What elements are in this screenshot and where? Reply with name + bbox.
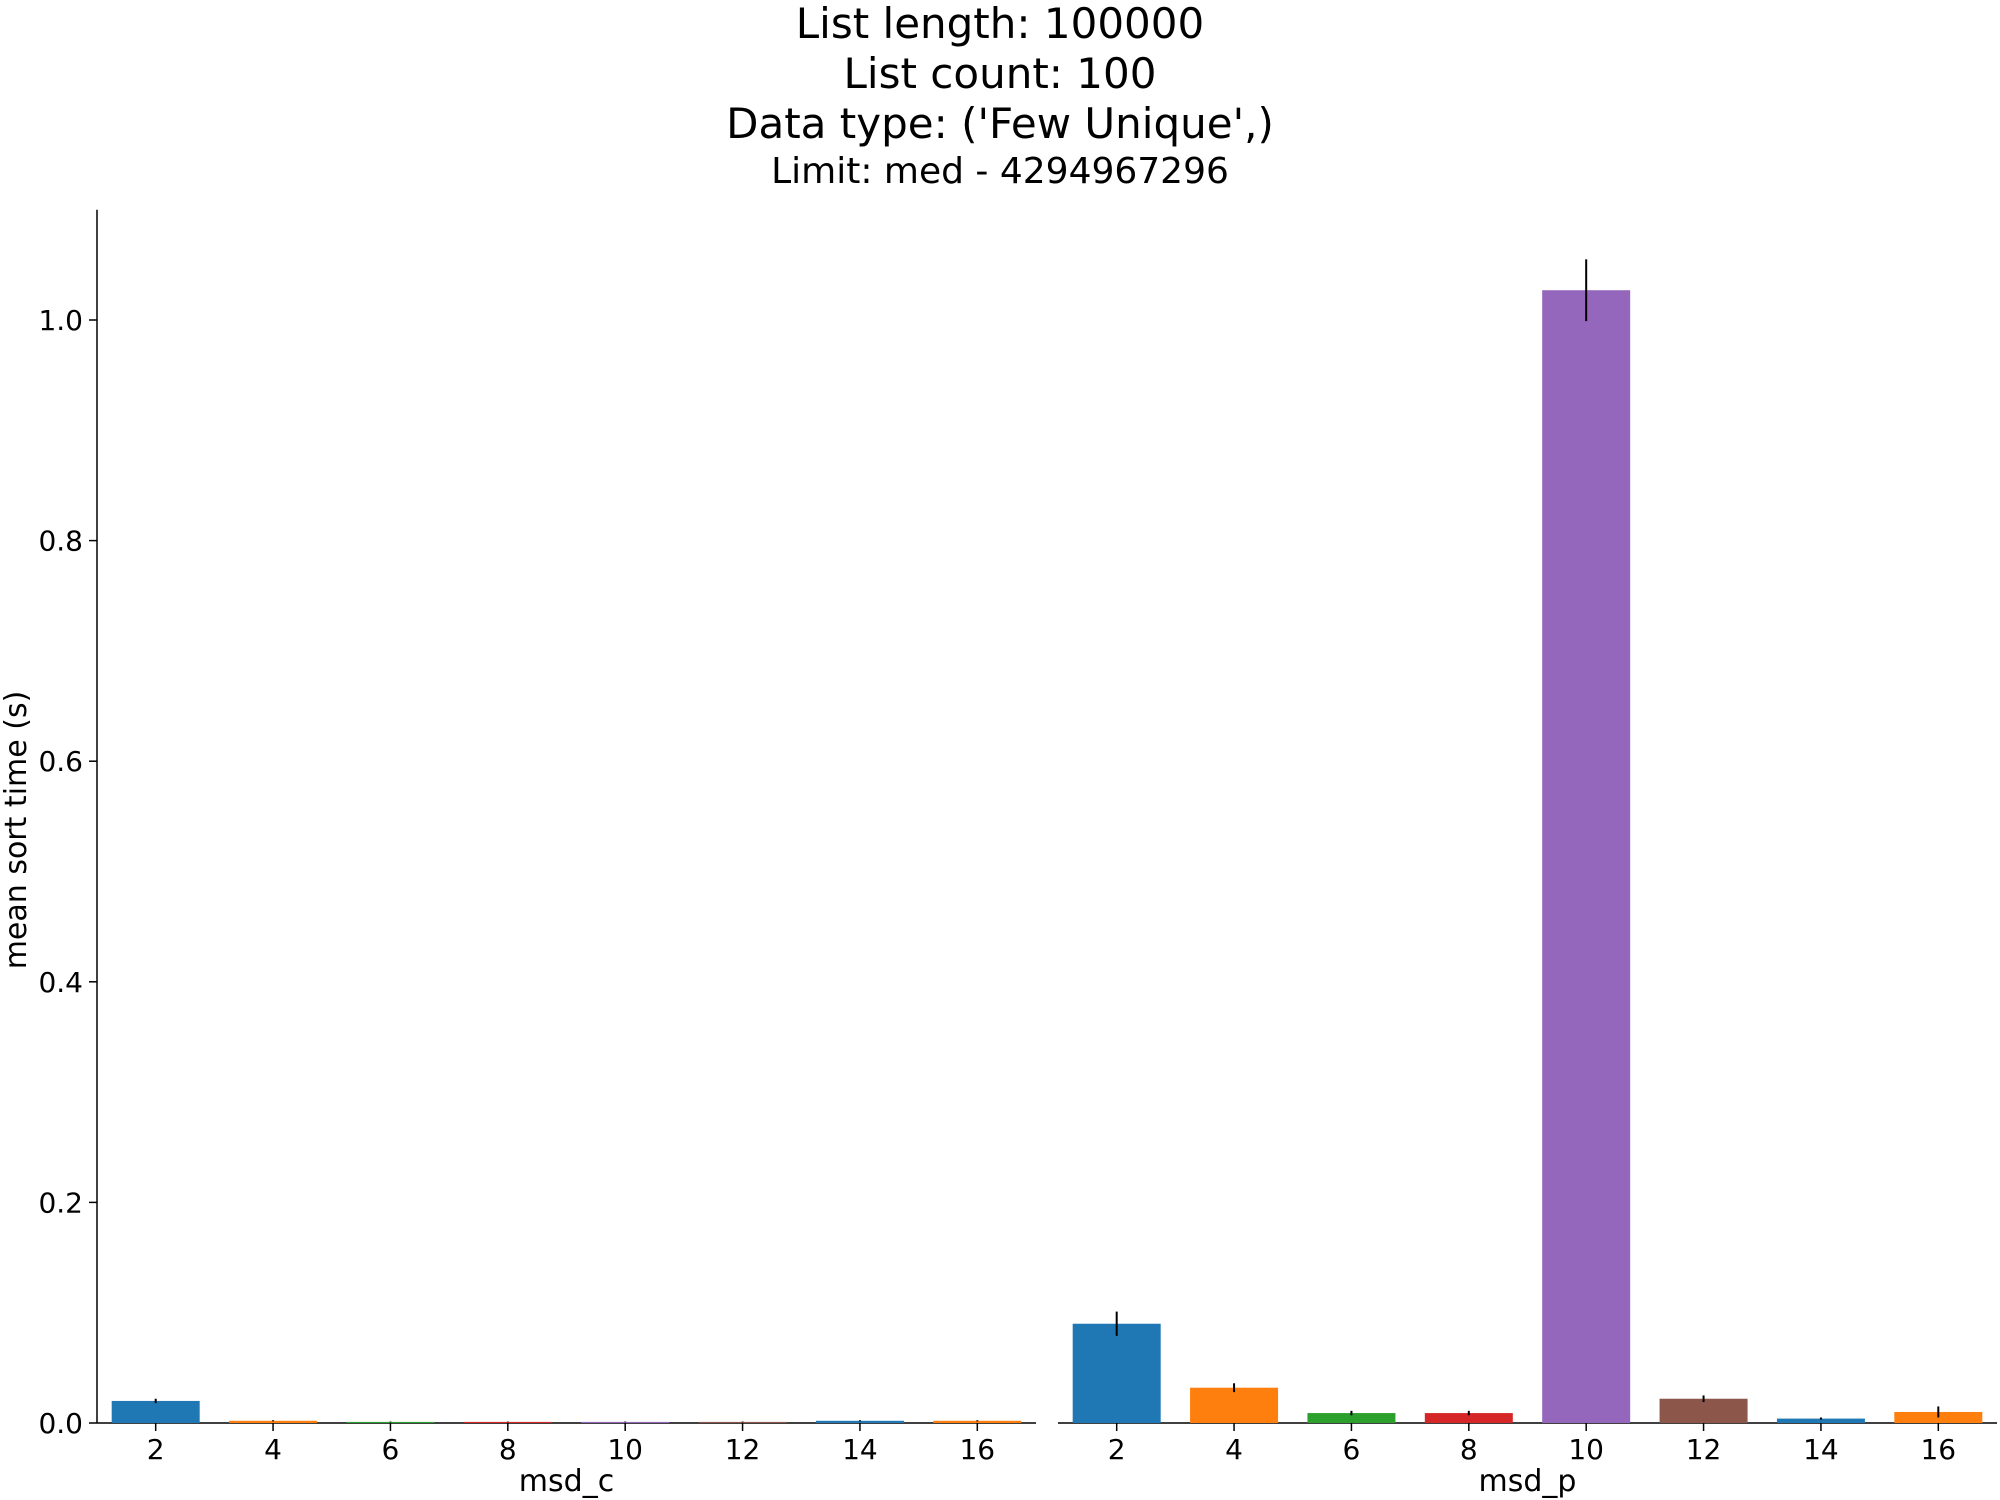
bar — [933, 1420, 1022, 1423]
x-tick-label: 14 — [1803, 1433, 1839, 1466]
plot-area: 0.0 0.2 0.4 0.6 0.8 1.0 2 4 6 8 10 12 14 16 msd_c 2 4 6 8 1… — [38, 209, 1997, 1499]
title-line-3: Data type: ('Few Unique',) — [726, 99, 1274, 148]
x-axis-label: msd_c — [519, 1464, 614, 1499]
x-tick-label: 2 — [147, 1433, 165, 1466]
bar — [463, 1421, 552, 1423]
y-tick-label: 0.2 — [38, 1186, 83, 1219]
x-tick-label: 12 — [1686, 1433, 1722, 1466]
y-tick-label: 0.4 — [38, 966, 83, 999]
x-tick-label: 16 — [959, 1433, 995, 1466]
bar — [1190, 1387, 1279, 1423]
y-tick-label: 0.8 — [38, 525, 83, 558]
y-tick-label: 1.0 — [38, 304, 83, 337]
x-tick-label: 6 — [382, 1433, 400, 1466]
bar — [1776, 1418, 1865, 1423]
x-tick-label: 6 — [1343, 1433, 1361, 1466]
bar — [1542, 290, 1631, 1423]
bar — [346, 1421, 435, 1423]
bar — [111, 1400, 200, 1423]
x-tick-label: 16 — [1920, 1433, 1956, 1466]
x-tick-label: 4 — [264, 1433, 282, 1466]
y-axis-label: mean sort time (s) — [0, 691, 34, 970]
y-tick-label: 0.6 — [38, 745, 83, 778]
bar — [815, 1420, 904, 1423]
x-tick-label: 10 — [607, 1433, 643, 1466]
bar — [581, 1421, 670, 1423]
bar — [1424, 1413, 1513, 1423]
title-line-2: List count: 100 — [844, 49, 1157, 98]
bar — [229, 1420, 318, 1423]
x-axis-label: msd_p — [1479, 1464, 1577, 1499]
bar — [1307, 1413, 1396, 1423]
x-tick-label: 14 — [842, 1433, 878, 1466]
bar — [1659, 1398, 1748, 1423]
y-tick-label: 0.0 — [38, 1407, 83, 1440]
x-tick-label: 8 — [1460, 1433, 1478, 1466]
x-tick-label: 10 — [1568, 1433, 1604, 1466]
title-line-4: Limit: med - 4294967296 — [771, 151, 1229, 192]
x-tick-label: 8 — [499, 1433, 517, 1466]
x-tick-label: 4 — [1225, 1433, 1243, 1466]
chart-title: List length: 100000 List count: 100 Data… — [726, 0, 1274, 192]
bar — [698, 1421, 787, 1423]
x-tick-label: 12 — [725, 1433, 761, 1466]
x-tick-label: 2 — [1108, 1433, 1126, 1466]
title-line-1: List length: 100000 — [796, 0, 1204, 48]
bar — [1072, 1323, 1161, 1423]
